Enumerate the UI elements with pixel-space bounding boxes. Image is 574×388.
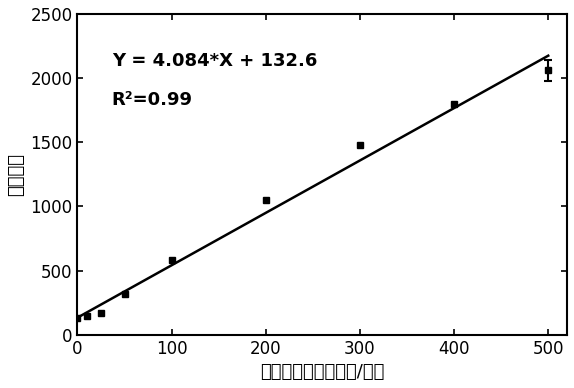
Text: R²=0.99: R²=0.99: [112, 91, 193, 109]
Text: Y = 4.084*X + 132.6: Y = 4.084*X + 132.6: [112, 52, 317, 71]
X-axis label: 人血清白蛋白（毫克/升）: 人血清白蛋白（毫克/升）: [260, 363, 385, 381]
Y-axis label: 荧光强度: 荧光强度: [7, 153, 25, 196]
